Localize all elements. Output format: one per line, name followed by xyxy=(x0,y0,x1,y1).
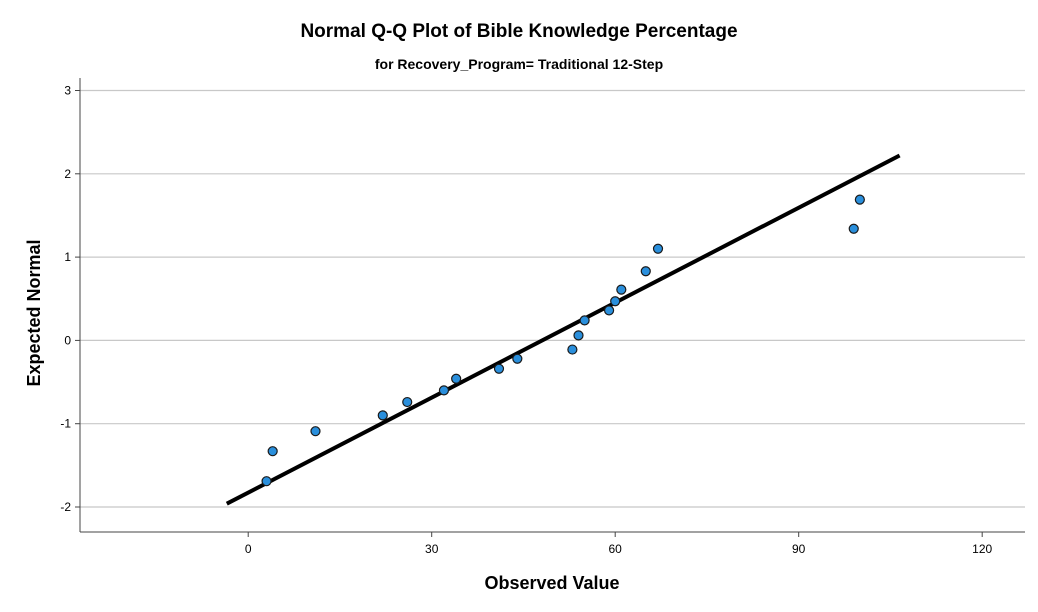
x-tick-label: 0 xyxy=(245,542,252,556)
grid-lines xyxy=(80,89,1025,508)
chart-title: Normal Q-Q Plot of Bible Knowledge Perce… xyxy=(300,21,737,42)
data-point xyxy=(567,344,578,355)
data-point xyxy=(267,446,278,457)
x-tick-label: 120 xyxy=(972,542,992,556)
y-tick-label: 1 xyxy=(64,250,71,264)
data-point xyxy=(493,363,505,374)
y-tick-label: -1 xyxy=(60,417,71,431)
data-point xyxy=(640,266,651,277)
x-axis-label: Observed Value xyxy=(484,573,619,593)
data-point xyxy=(610,296,621,307)
data-point xyxy=(579,315,590,326)
data-point xyxy=(854,194,865,205)
data-point xyxy=(261,476,272,487)
data-point xyxy=(652,243,664,254)
data-point xyxy=(438,385,450,396)
y-axis-ticks: -2 -1 0 1 2 3 xyxy=(60,83,80,514)
x-tick-label: 30 xyxy=(425,542,439,556)
y-tick-label: -2 xyxy=(60,500,71,514)
data-point xyxy=(512,353,523,364)
y-tick-label: 0 xyxy=(64,333,71,347)
axes xyxy=(79,78,1025,533)
x-axis-ticks: 0 30 60 90 120 xyxy=(245,532,993,556)
data-point xyxy=(848,223,859,234)
x-tick-label: 60 xyxy=(609,542,623,556)
y-axis-label: Expected Normal xyxy=(24,239,44,386)
data-point xyxy=(603,305,615,316)
data-point xyxy=(451,373,462,384)
x-tick-label: 90 xyxy=(792,542,806,556)
data-points xyxy=(261,194,865,487)
data-point xyxy=(310,426,321,437)
y-tick-label: 3 xyxy=(64,83,71,97)
reference-line-group xyxy=(225,153,901,506)
data-point xyxy=(616,284,627,295)
chart-subtitle: for Recovery_Program= Traditional 12-Ste… xyxy=(375,56,663,72)
data-point xyxy=(377,410,388,421)
y-tick-label: 2 xyxy=(64,167,71,181)
data-point xyxy=(573,330,584,341)
reference-line xyxy=(225,153,901,506)
data-point xyxy=(402,396,413,408)
